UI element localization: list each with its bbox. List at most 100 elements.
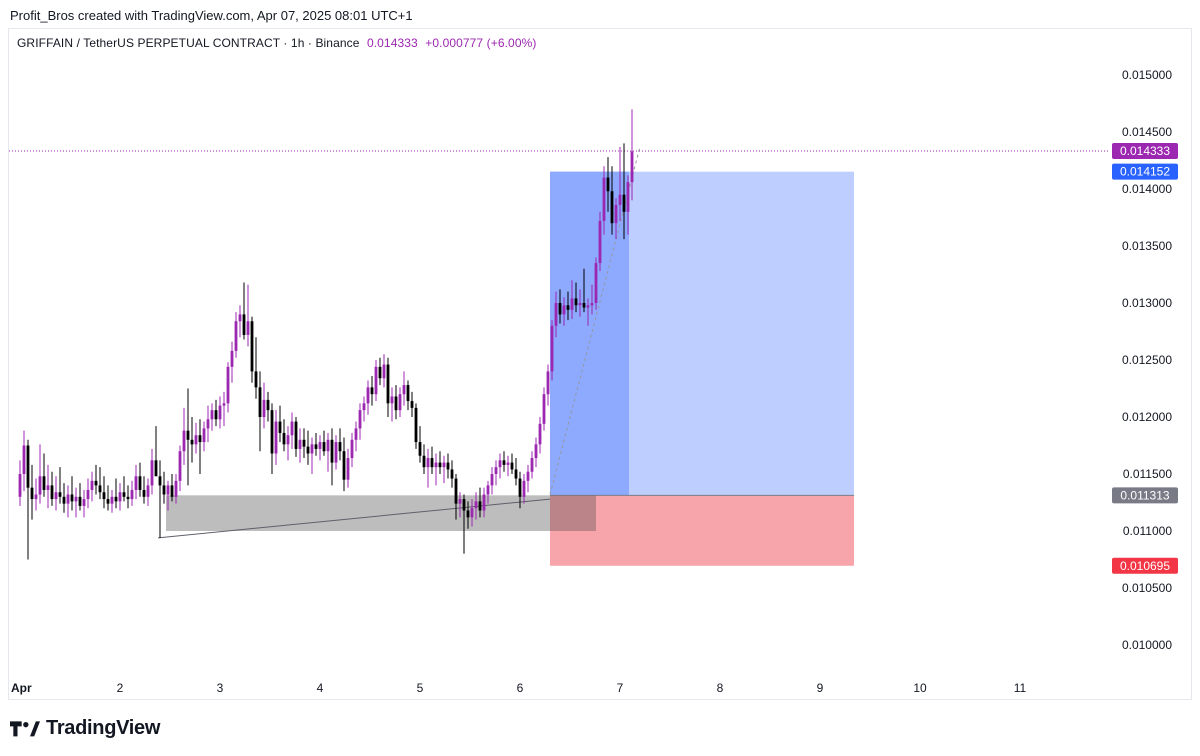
candle (298, 428, 302, 463)
candle (390, 387, 394, 422)
candle-body (22, 445, 26, 474)
candle (514, 458, 518, 486)
candle-body (534, 444, 538, 459)
candle-body (290, 421, 294, 436)
price-tag: 0.014333 (1112, 143, 1178, 160)
candle-body (594, 263, 598, 303)
candle (174, 474, 178, 504)
candle (54, 476, 58, 511)
candle-body (138, 476, 142, 490)
candle (122, 476, 126, 502)
candle (90, 471, 94, 502)
candle-body (346, 458, 350, 480)
candle-body (62, 496, 66, 504)
candle (226, 362, 230, 413)
candle (506, 455, 510, 477)
candle-body (262, 399, 266, 417)
candle-body (378, 366, 382, 379)
candle (82, 489, 86, 518)
candle-body (134, 476, 138, 490)
candle (606, 157, 610, 212)
y-tick-label: 0.014500 (1122, 125, 1172, 139)
candle (278, 405, 282, 443)
candle (330, 428, 334, 486)
candle-body (398, 394, 402, 411)
candle-body (78, 496, 82, 506)
candle (162, 471, 166, 504)
candle (422, 444, 426, 474)
candle (546, 364, 550, 406)
candle (142, 476, 146, 504)
y-tick-label: 0.012500 (1122, 353, 1172, 367)
candle (138, 462, 142, 497)
x-tick-label: 7 (617, 681, 624, 695)
candle (382, 354, 386, 388)
candle-body (118, 492, 122, 502)
candle (158, 460, 162, 538)
price-tag-label: 0.010695 (1120, 559, 1170, 573)
legend-price: 0.014333 (366, 36, 418, 50)
candle (70, 476, 74, 511)
candle-body (466, 510, 470, 518)
price-tags-layer: 0.014333 0.014152 0.011313 0.010695 (1112, 143, 1178, 574)
candle-body (318, 442, 322, 449)
candle (66, 485, 70, 518)
candles-layer (18, 109, 634, 560)
candle (562, 297, 566, 326)
candle-body (394, 396, 398, 411)
candle (178, 445, 182, 492)
candle-body (358, 410, 362, 429)
y-tick-label: 0.011500 (1123, 467, 1172, 481)
price-tag-bg (1112, 143, 1178, 160)
candle (62, 483, 66, 513)
candle (294, 417, 298, 457)
support-stop-overlap (550, 495, 596, 531)
chart-credit: Profit_Bros created with TradingView.com… (10, 8, 413, 23)
tradingview-brand[interactable]: TradingView (10, 716, 160, 740)
brand-name: TradingView (46, 716, 161, 739)
candle (630, 109, 634, 201)
price-tag-label: 0.011313 (1120, 488, 1169, 502)
price-tag: 0.014152 (1112, 163, 1178, 180)
candle-body (198, 435, 202, 443)
candle-body (330, 439, 334, 463)
candle-body (42, 476, 46, 490)
candle (242, 282, 246, 340)
candle-body (190, 439, 194, 445)
candle-body (390, 396, 394, 404)
candle (238, 305, 242, 338)
candle (222, 391, 226, 427)
candle-body (410, 401, 414, 408)
candle (262, 382, 266, 429)
candle (98, 467, 102, 500)
candle-body (326, 439, 330, 452)
x-tick-label: 9 (817, 681, 824, 695)
candle-body (426, 458, 430, 468)
candle (186, 388, 190, 486)
y-tick-label: 0.014000 (1122, 182, 1172, 196)
candle (318, 435, 322, 461)
candle (374, 360, 378, 402)
candle (58, 467, 62, 504)
candle-body (622, 194, 626, 212)
candle (22, 430, 26, 492)
candle-body (266, 399, 270, 411)
candle-body (362, 403, 366, 411)
candle (130, 480, 134, 506)
candle-body (470, 508, 474, 518)
candle-body (18, 474, 22, 497)
candle (146, 478, 150, 506)
candle-body (474, 501, 478, 509)
candle-body (254, 371, 258, 388)
candle (234, 312, 238, 358)
candle (114, 478, 118, 509)
candle (282, 419, 286, 452)
candle-body (38, 476, 42, 495)
candle (182, 407, 186, 465)
candle-body (402, 385, 406, 395)
candle (154, 426, 158, 477)
price-tag: 0.010695 (1112, 557, 1178, 574)
candle (246, 284, 250, 347)
candle (430, 446, 434, 474)
